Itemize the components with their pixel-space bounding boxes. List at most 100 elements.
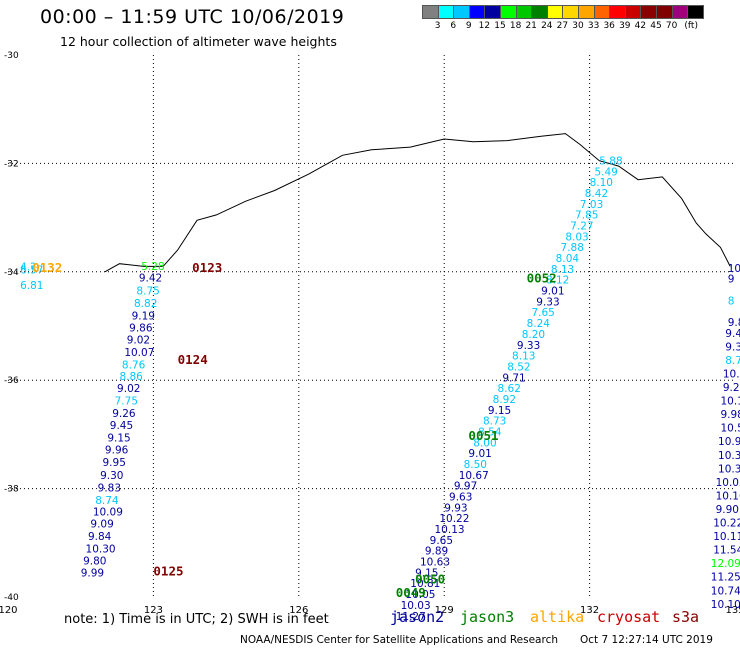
- wave-height-value: 8.20: [522, 329, 545, 341]
- wave-height-value: 8.12: [546, 275, 569, 287]
- track-time-label: 0125: [153, 563, 183, 578]
- track-time-label: 0123: [192, 260, 222, 275]
- wave-height-value: 10.22: [439, 513, 469, 525]
- color-scale-label: 21: [525, 21, 537, 31]
- wave-height-value: 10.11: [720, 396, 740, 408]
- wave-height-value: 5.28: [141, 261, 164, 273]
- wave-height-value: 9.86: [129, 322, 153, 334]
- lon-tick-label: 126: [289, 605, 308, 616]
- color-scale-label: 30: [572, 21, 584, 31]
- track-time-label: 0051: [468, 428, 498, 443]
- wave-height-value: 10.74: [711, 585, 740, 597]
- wave-height-value: 8.50: [464, 459, 487, 471]
- wave-height-value: 10.2: [723, 368, 740, 380]
- wave-height-value: 7.27: [570, 221, 593, 233]
- wave-height-value: 9.33: [517, 340, 540, 352]
- lon-tick-label: 123: [144, 605, 163, 616]
- axis-ticks: 120 123 126 129 132 135 -30 -32 -34 -36 -38 -40: [0, 51, 740, 616]
- lat-tick-label: -34: [4, 268, 19, 278]
- wave-height-value: 8.13: [551, 264, 574, 276]
- wave-height-value: 10.22: [713, 518, 740, 530]
- color-scale-label: 18: [509, 21, 522, 31]
- wave-height-value: 7.85: [575, 210, 598, 222]
- legend-jason3: jason3: [460, 608, 515, 626]
- color-scale-label: 45: [650, 21, 662, 31]
- wave-height-value: 7.03: [580, 199, 603, 211]
- wave-height-value: 8.7: [725, 355, 740, 367]
- map-title: 00:00 – 11:59 UTC 10/06/2019: [40, 6, 345, 28]
- wave-height-value: 9.42: [139, 273, 162, 285]
- color-scale-unit: (ft): [684, 21, 698, 31]
- wave-height-value: 9.15: [107, 432, 130, 444]
- wave-height-value: 11.25: [711, 572, 740, 584]
- wave-height-value: 8.03: [565, 231, 588, 243]
- wave-height-value: 6.57: [20, 264, 43, 276]
- wave-height-value: 9.01: [541, 286, 564, 298]
- wave-height-value: 10.03: [401, 600, 431, 612]
- lon-tick-label: 129: [435, 605, 454, 616]
- wave-height-value: 10.67: [459, 470, 489, 482]
- wave-height-value: 9.63: [449, 492, 472, 504]
- wave-height-value: 10.07: [124, 347, 154, 359]
- wave-height-value: 8.62: [498, 383, 521, 395]
- wave-height-value: 9.3: [725, 341, 740, 353]
- wave-height-value: 9.93: [444, 502, 467, 514]
- wave-height-value: 8.73: [483, 416, 506, 428]
- lat-tick-label: -40: [4, 593, 19, 603]
- lat-tick-label: -30: [4, 51, 19, 61]
- wave-height-value: 9.4: [725, 328, 740, 340]
- wave-height-value: 8.76: [122, 359, 146, 371]
- wave-height-value: 9.83: [98, 482, 121, 494]
- track-time-label: 0050: [415, 571, 445, 586]
- wave-height-value: 9.15: [415, 567, 438, 579]
- map-subtitle: 12 hour collection of altimeter wave hei…: [60, 34, 337, 49]
- wave-height-value: 10.11: [713, 531, 740, 543]
- wave-height-value: 9.26: [112, 408, 136, 420]
- wave-height-value: 8.52: [507, 361, 530, 373]
- wave-height-value: 9.8: [728, 317, 740, 329]
- wave-height-value: 7.88: [561, 242, 584, 254]
- wave-height-value: 8.54: [478, 426, 502, 438]
- color-scale-label: 12: [478, 21, 491, 31]
- legend-jason2: jason2: [390, 608, 445, 626]
- wave-height-value: 8.00: [473, 437, 496, 449]
- track-time-label: 0052: [527, 271, 557, 286]
- wave-height-value: 10.90: [718, 436, 740, 448]
- wave-height-value: 9.33: [536, 296, 559, 308]
- wave-height-value: 10: [728, 263, 740, 275]
- wave-height-value: 10.03: [716, 477, 740, 489]
- wave-height-value: 10.30: [86, 544, 116, 556]
- wave-height-value: 8: [728, 295, 735, 307]
- color-scale-label: 6: [450, 21, 457, 31]
- wave-height-value: 5.49: [594, 166, 617, 178]
- color-swatch: [687, 5, 704, 19]
- wave-height-value: 9.98: [720, 409, 740, 421]
- color-scale-label: 39: [619, 21, 631, 31]
- wave-height-value: 8.42: [585, 188, 608, 200]
- wave-height-value: 9.84: [88, 531, 112, 543]
- wave-height-value: 9.15: [488, 405, 511, 417]
- wave-height-value: 8.92: [493, 394, 516, 406]
- wave-height-value: 9.90: [716, 504, 739, 516]
- lon-tick-label: 135: [725, 605, 740, 616]
- wave-height-value: 9.19: [132, 310, 155, 322]
- color-scale-label: 27: [556, 21, 569, 31]
- wave-height-value: 9.71: [502, 372, 525, 384]
- wave-height-value: 8.13: [512, 351, 535, 363]
- coastline: [104, 133, 731, 273]
- color-scale-label: 36: [603, 21, 615, 31]
- wave-height-value: 8.10: [590, 177, 613, 189]
- wave-height-value: 8.86: [119, 371, 143, 383]
- wave-height-value: 4.?: [20, 262, 36, 274]
- color-scale-label: 15: [494, 21, 506, 31]
- wave-height-value: 10.10: [711, 599, 740, 611]
- timestamp: Oct 7 12:27:14 UTC 2019: [580, 634, 713, 646]
- track-time-label: 0049: [396, 585, 426, 600]
- track-time-label: 0132: [32, 260, 62, 275]
- credit-text: NOAA/NESDIS Center for Satellite Applica…: [240, 634, 558, 646]
- wave-height-value: 9.27: [723, 382, 740, 394]
- wave-height-value: 10.16: [716, 490, 740, 502]
- wave-height-value: 8.75: [136, 286, 159, 298]
